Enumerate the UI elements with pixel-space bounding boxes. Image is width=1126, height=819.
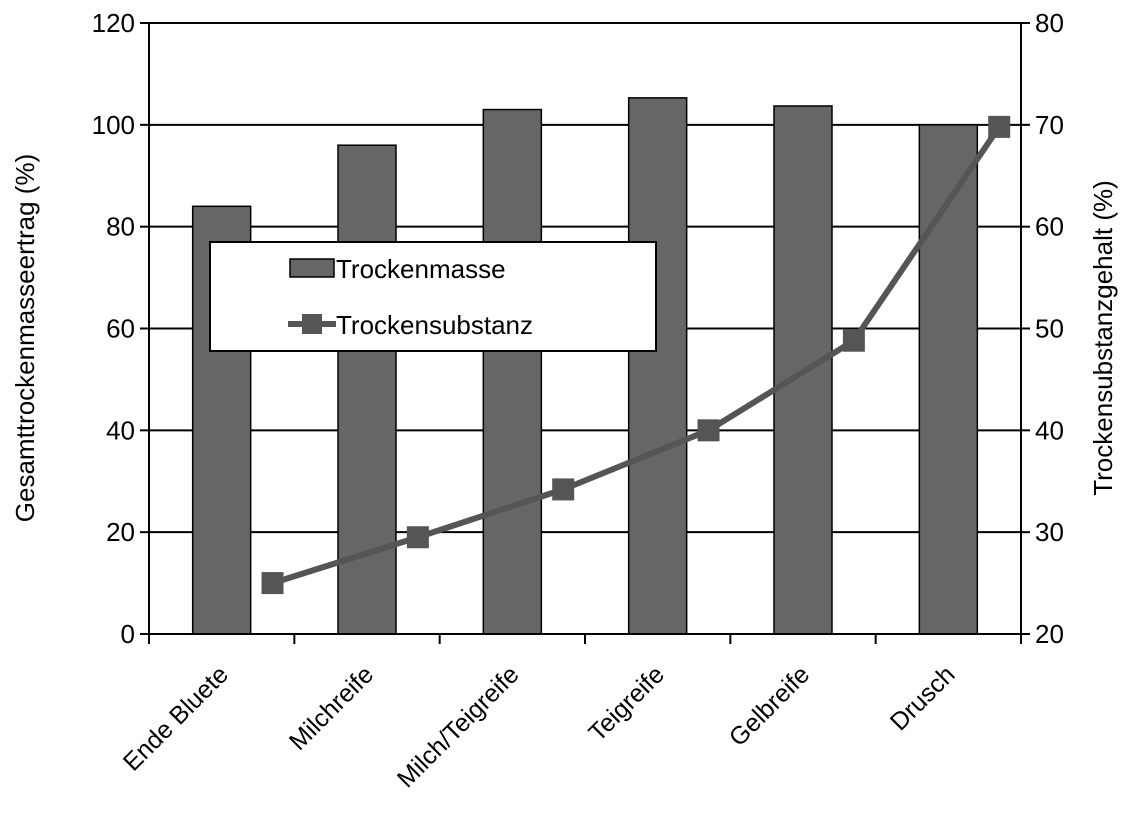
- y-left-tick-label: 60: [106, 314, 135, 344]
- x-category-label: Gelbreife: [724, 660, 816, 752]
- line-marker-3: [552, 478, 575, 501]
- line-marker-6: [988, 115, 1011, 138]
- y-right-tick-label: 50: [1035, 314, 1064, 344]
- y-left-tick-label: 100: [92, 110, 135, 140]
- y-right-tick-label: 20: [1035, 619, 1064, 649]
- x-category-label: Ende Bluete: [118, 660, 234, 776]
- bar-4: [627, 97, 688, 635]
- legend-box: [209, 241, 657, 352]
- x-category-label: Milch/Teigreife: [392, 660, 525, 793]
- line-marker-2: [406, 526, 429, 549]
- y-left-tick-label: 0: [121, 619, 135, 649]
- y-left-tick-label: 120: [92, 8, 135, 38]
- y-right-tick-label: 30: [1035, 517, 1064, 547]
- legend-label-trockensubstanz: Trockensubstanz: [336, 310, 533, 340]
- line-marker-1: [261, 572, 284, 595]
- x-category-label: Milchreife: [284, 660, 379, 755]
- y-right-tick-label: 80: [1035, 8, 1064, 38]
- bar-layer: [191, 97, 979, 635]
- bar-6: [918, 124, 979, 635]
- y-right-tick-label: 40: [1035, 415, 1064, 445]
- y-left-tick-label: 40: [106, 415, 135, 445]
- y-left-axis-title: Gesamttrockenmasseertrag (%): [10, 154, 40, 522]
- y-right-tick-label: 60: [1035, 212, 1064, 242]
- legend-marker-swatch: [302, 314, 322, 334]
- x-category-label: Teigreife: [583, 660, 670, 747]
- line-series-trockensubstanz: [271, 125, 1002, 586]
- axis-layer: [140, 22, 1030, 644]
- legend-label-trockenmasse: Trockenmasse: [336, 254, 506, 284]
- bar-3: [482, 108, 543, 635]
- y-right-axis-title: Trockensubstanzgehalt (%): [1088, 180, 1118, 496]
- y-left-tick-label: 20: [106, 517, 135, 547]
- x-category-label: Drusch: [885, 660, 961, 736]
- y-left-tick-label: 80: [106, 212, 135, 242]
- y-right-tick-label: 70: [1035, 110, 1064, 140]
- legend-bar-swatch: [289, 258, 335, 278]
- legend: Trockenmasse Trockensubstanz: [209, 241, 657, 352]
- line-marker-5: [842, 329, 865, 352]
- line-layer: [261, 115, 1011, 595]
- line-marker-4: [697, 419, 720, 442]
